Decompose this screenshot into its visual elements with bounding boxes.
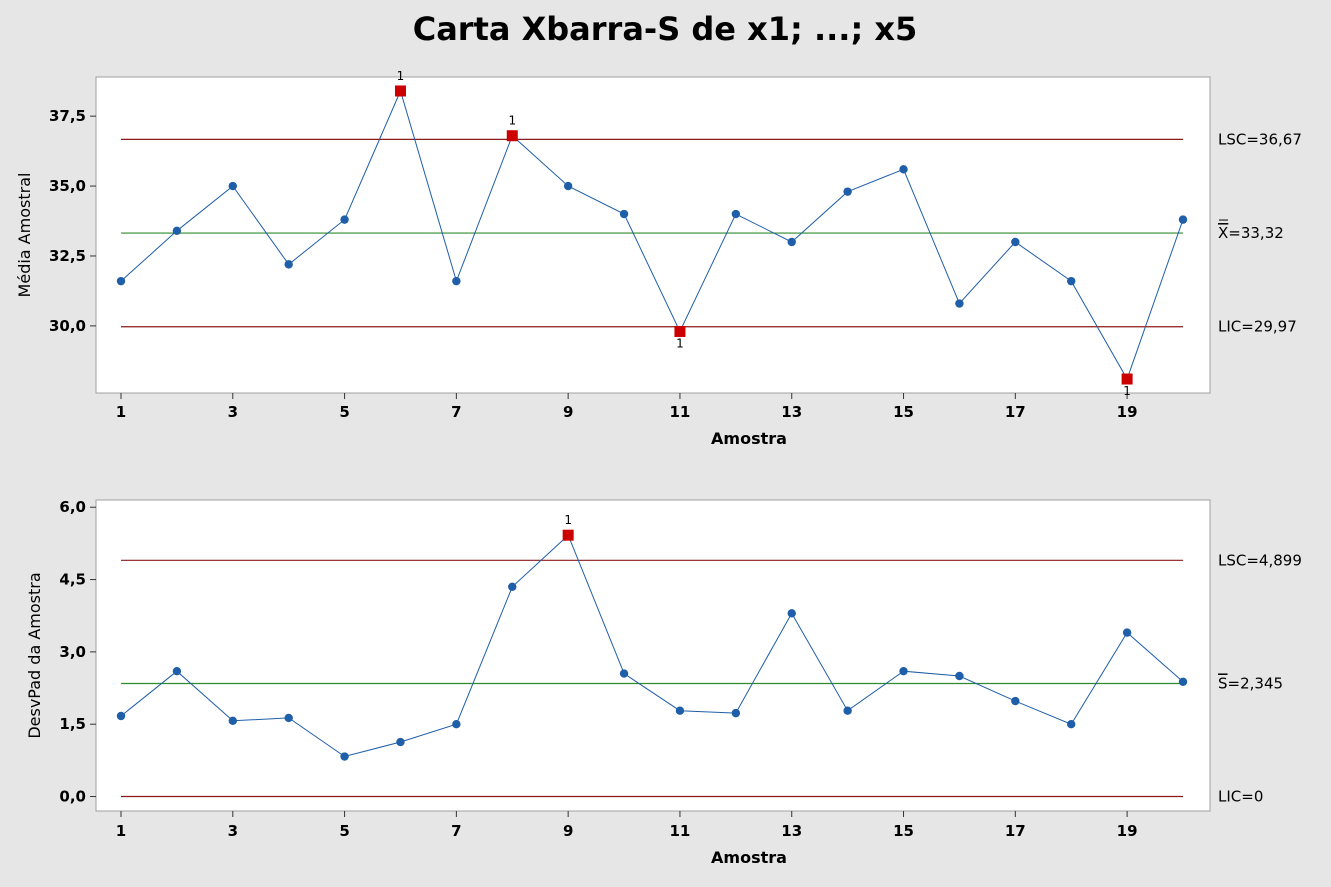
xbar-x-tick-label: 3 [228,403,238,421]
s-point [172,666,182,676]
xbar-x-tick-label: 15 [893,403,914,421]
chart-title: Carta Xbarra-S de x1; ...; x5 [413,10,918,48]
xbar-point [955,299,964,308]
s-ucl-label: LSC=4,899 [1218,551,1302,569]
s-center-value: =2,345 [1228,674,1284,692]
s-point-out-of-control [562,529,574,541]
s-point [340,752,349,761]
xbar-point-out-of-control [506,130,518,142]
s-x-tick-label: 1 [116,822,126,840]
xbar-point [1011,237,1020,247]
xbar-point [1067,276,1076,286]
s-series-line [120,534,1184,758]
xbar-test-flag: 1 [1123,384,1131,398]
s-x-axis-title: Amostra [711,848,787,867]
xbar-center-symbol: X [1218,224,1228,242]
s-x-tick-label: 19 [1117,822,1138,840]
xbar-lcl-label: LIC=29,97 [1218,318,1297,336]
s-x-tick-label: 15 [893,822,914,840]
xbar-x-tick-label: 11 [670,403,691,421]
s-panel: 0,01,53,04,56,01 3 5 7 9 11 13 15 17 19AmostraDes… [25,498,1302,867]
s-y-axis-title: DesvPad da Amostra [25,572,44,738]
s-x-tick-label: 13 [781,822,802,840]
xbar-x-tick-label: 7 [451,403,461,421]
xbar-point [731,209,741,219]
xbar-y-axis-title: Média Amostral [15,173,34,298]
xbar-x-tick-label: 19 [1117,403,1138,421]
xbar-x-axis-title: Amostra [711,429,787,448]
xbar-point [1178,215,1188,224]
xbar-point [787,237,796,247]
xbar-center-label: X=33,32 [1218,224,1284,242]
s-x-tick-label: 5 [339,822,349,840]
xbar-y-tick-label: 32,5 [49,247,86,265]
s-point [787,609,796,618]
s-test-flag: 1 [564,513,572,527]
xbar-y-tick-label: 37,5 [49,107,86,125]
xbar-point [563,181,573,191]
s-point [731,708,741,718]
s-x-tick-label: 17 [1005,822,1026,840]
xbar-point [340,215,349,224]
s-point [675,706,685,715]
s-point [843,706,852,715]
xbar-point [172,226,182,236]
s-point [619,669,629,678]
xbar-point [619,209,629,219]
xbar-point [228,181,237,191]
xbar-test-flag: 1 [676,336,684,350]
s-point [1067,720,1076,729]
s-point [452,720,461,729]
s-point [1178,677,1188,686]
s-point [899,666,908,676]
xbar-x-tick-label: 1 [116,403,126,421]
s-y-tick-label: 3,0 [59,643,86,661]
xbar-x-tick-label: 9 [563,403,573,421]
s-point [228,716,237,726]
xbar-point-out-of-control [674,325,686,337]
xbar-point [843,187,852,196]
xbar-point [452,276,461,286]
s-y-tick-label: 0,0 [59,788,86,806]
s-x-tick-label: 3 [228,822,238,840]
s-lcl-label: LIC=0 [1218,788,1263,806]
s-point [1011,696,1020,706]
s-x-tick-label: 9 [563,822,573,840]
xbar-series-line [120,89,1184,381]
xbar-panel: 30,032,535,037,51 3 5 7 9 11 13 15 17 19AmostraMé… [15,69,1302,448]
s-point [396,737,405,747]
xbar-plot-area [95,76,1211,394]
xbar-x-tick-label: 17 [1005,403,1026,421]
s-center-symbol: S [1218,674,1228,692]
xbar-point [116,276,126,286]
xbar-point [284,260,293,269]
xbar-y-tick-label: 35,0 [49,177,86,195]
xbar-x-tick-label: 5 [339,403,349,421]
s-center-label: S=2,345 [1218,674,1283,692]
s-point [116,711,126,721]
xbar-point-out-of-control [1121,373,1133,385]
s-point [1122,628,1132,637]
s-point [955,671,964,681]
xbar-x-tick-label: 13 [781,403,802,421]
xbar-point-out-of-control [394,85,406,97]
s-x-tick-label: 7 [451,822,461,840]
s-y-tick-label: 6,0 [59,498,86,516]
s-point [508,582,517,591]
s-y-tick-label: 4,5 [59,571,86,589]
s-plot-area [95,499,1211,812]
xbar-test-flag: 1 [508,114,516,128]
s-point [284,713,293,723]
xbar-point [899,165,908,174]
xbar-y-tick-label: 30,0 [49,317,86,335]
xbar-ucl-label: LSC=36,67 [1218,130,1302,148]
s-y-tick-label: 1,5 [59,715,86,733]
xbar-center-value: =33,32 [1228,224,1284,242]
s-x-tick-label: 11 [670,822,691,840]
xbar-test-flag: 1 [397,69,405,83]
